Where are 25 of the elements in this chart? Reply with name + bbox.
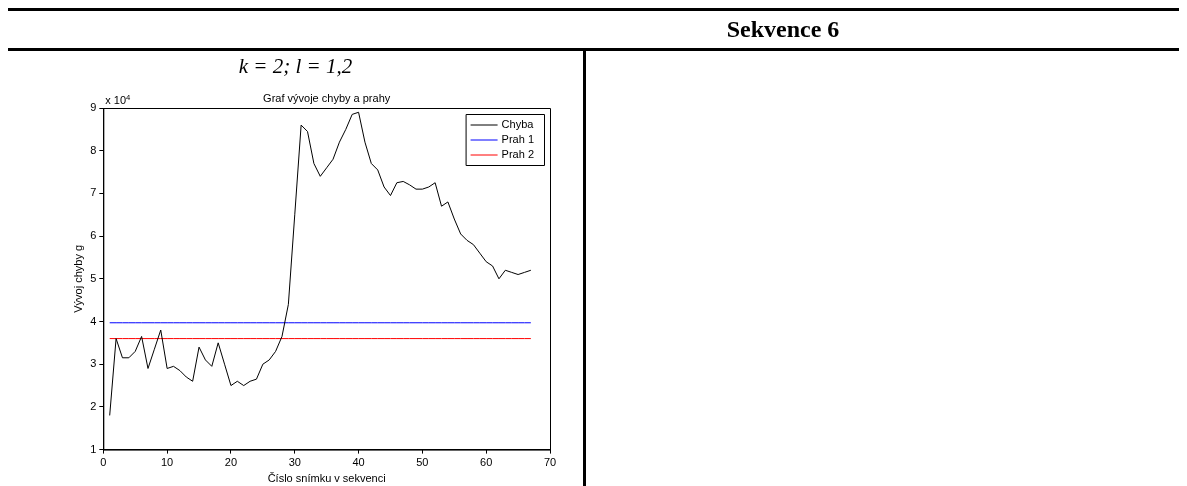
y-tick-label: 5 <box>90 271 97 284</box>
y-tick-label: 6 <box>90 229 97 242</box>
x-tick-label: 50 <box>416 456 429 469</box>
y-tick-label: 4 <box>90 314 97 327</box>
text: Graf vývoje chyby a prahy <box>263 91 391 104</box>
chart-subtitle: k = 2; l = 1,2 <box>237 53 354 80</box>
x-tick-label: 60 <box>480 456 493 469</box>
legend-label: Chyba <box>501 118 535 131</box>
legend-label: Prah 1 <box>501 133 535 146</box>
x-tick-label: 0 <box>100 456 107 469</box>
y-tick-label: 1 <box>90 442 97 455</box>
y-tick-label: 9 <box>90 101 97 114</box>
y-tick-label: 8 <box>90 143 97 156</box>
legend-label: Prah 2 <box>501 148 535 161</box>
y-tick-label: 2 <box>90 399 97 412</box>
text: Sekvence 6 <box>725 15 841 44</box>
x-tick-label: 30 <box>288 456 301 469</box>
x-tick-label: 40 <box>352 456 365 469</box>
y-axis-title: Vývoj chyby g <box>71 244 84 313</box>
x-tick-label: 10 <box>161 456 174 469</box>
x-tick-label: 20 <box>224 456 238 469</box>
x-axis-title: Číslo snímku v sekvenci <box>267 472 386 485</box>
x-tick-label: 70 <box>543 456 557 469</box>
y-tick-label: 7 <box>90 186 97 199</box>
y-tick-label: 3 <box>90 357 97 370</box>
